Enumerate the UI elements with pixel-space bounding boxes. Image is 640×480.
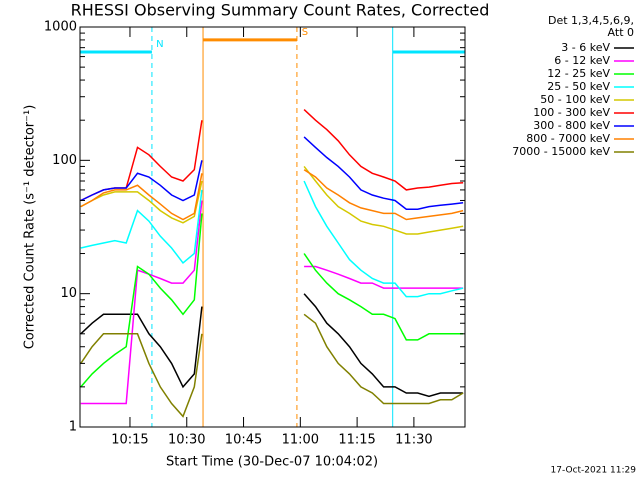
- y-axis-label: Corrected Count Rate (s⁻¹ detector⁻¹): [23, 105, 38, 350]
- legend-label: 3 - 6 keV: [561, 41, 610, 54]
- legend-label: 100 - 300 keV: [533, 106, 610, 119]
- series-line: [80, 109, 464, 202]
- plot-frame: [79, 26, 466, 428]
- series-line: [80, 213, 464, 388]
- legend-label: 800 - 7000 keV: [526, 132, 610, 145]
- legend-label: 300 - 800 keV: [533, 119, 610, 132]
- flag-label: N: [156, 39, 163, 50]
- series-line: [80, 169, 464, 221]
- series-line: [80, 293, 464, 398]
- legend-label: 12 - 25 keV: [547, 67, 610, 80]
- legend-label: 6 - 12 keV: [554, 54, 610, 67]
- x-tick-label: 10:45: [225, 433, 262, 448]
- series-line: [80, 136, 464, 210]
- legend-label: 7000 - 15000 keV: [512, 145, 610, 158]
- flag-label: S: [302, 27, 308, 38]
- x-tick-label: 10:15: [111, 433, 148, 448]
- y-tick-label: 1000: [44, 20, 77, 35]
- y-tick-label: 100: [52, 153, 77, 168]
- y-tick-label: 10: [60, 286, 77, 301]
- x-tick-label: 10:30: [168, 433, 205, 448]
- legend-label: 25 - 50 keV: [547, 80, 610, 93]
- series-line: [80, 165, 464, 235]
- legend-header: Att 0: [608, 26, 634, 39]
- chart-title: RHESSI Observing Summary Count Rates, Co…: [71, 1, 490, 20]
- series-line: [80, 200, 464, 405]
- x-tick-label: 11:30: [395, 433, 432, 448]
- x-axis-label: Start Time (30-Dec-07 10:04:02): [166, 455, 378, 470]
- series-line: [80, 313, 464, 418]
- footer: 17-Oct-2021 11:29: [551, 466, 637, 476]
- x-tick-label: 11:00: [282, 433, 319, 448]
- series-line: [80, 180, 464, 298]
- legend-label: 50 - 100 keV: [540, 93, 610, 106]
- legend-header: Det 1,3,4,5,6,9,: [548, 14, 634, 27]
- y-tick-label: 1: [69, 420, 77, 435]
- x-tick-label: 11:15: [338, 433, 375, 448]
